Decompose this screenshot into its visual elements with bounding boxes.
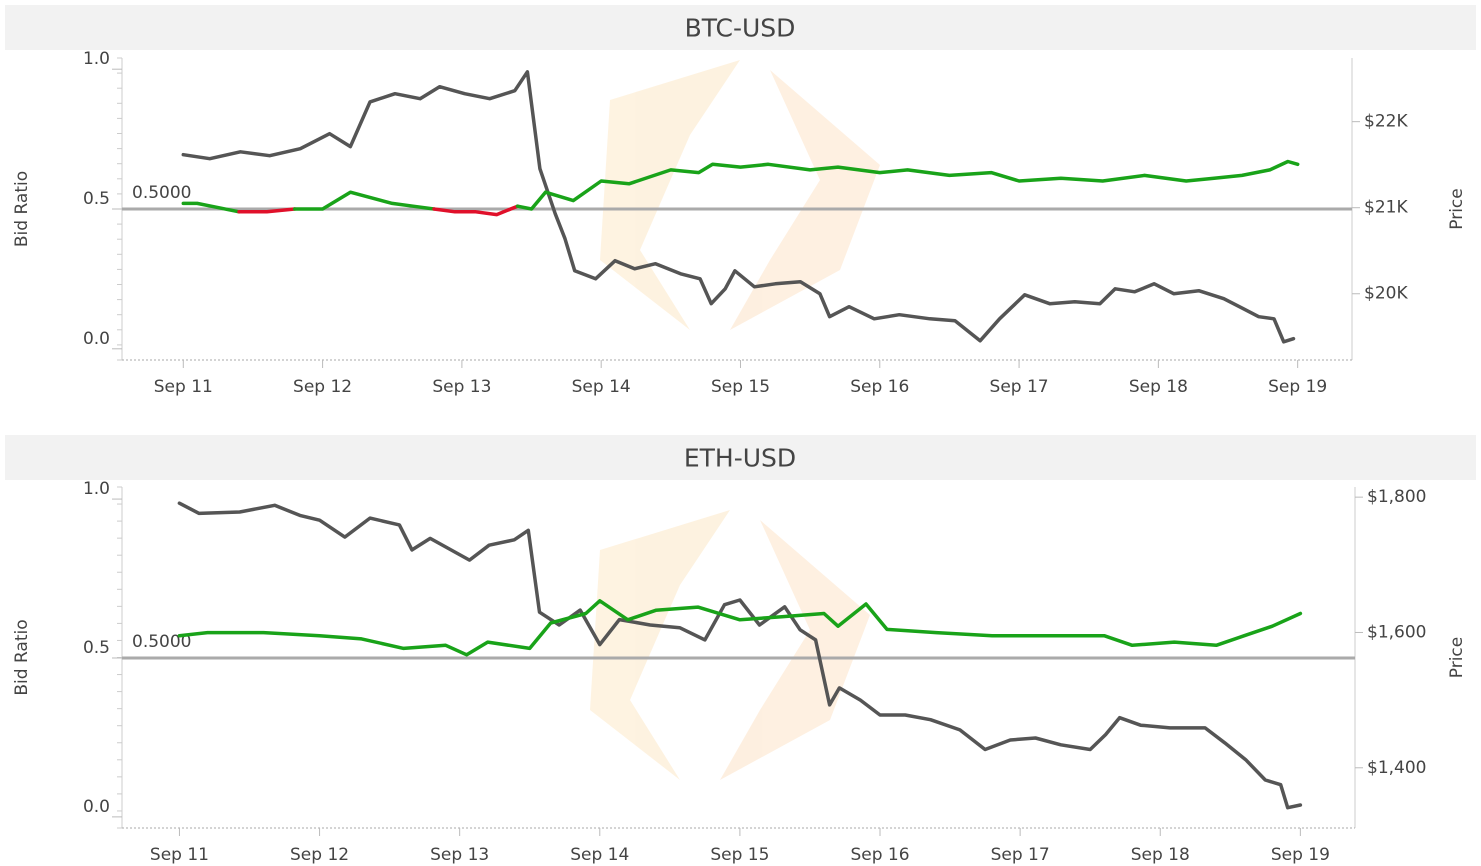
x-tick-label: Sep 12 — [293, 377, 352, 397]
chart-title: BTC-USD — [685, 14, 796, 43]
y-axis-title: Bid Ratio — [12, 171, 32, 247]
x-tick-label: Sep 11 — [150, 845, 209, 865]
y2-tick-label: $22K — [1364, 112, 1408, 132]
x-tick-label: Sep 16 — [850, 377, 909, 397]
series-line — [237, 207, 297, 214]
series-line — [181, 70, 1296, 344]
title-bar — [5, 435, 1476, 480]
y-tick-label: 1.0 — [83, 49, 110, 69]
y-tick-label: 0.0 — [83, 797, 110, 817]
x-tick-label: Sep 13 — [432, 377, 491, 397]
series-line — [181, 201, 241, 214]
y2-axis-title: Price — [1447, 188, 1467, 229]
x-tick-label: Sep 18 — [1129, 377, 1188, 397]
title-bar — [5, 5, 1476, 50]
y-tick-label: 1.0 — [83, 479, 110, 499]
x-tick-label: Sep 17 — [990, 377, 1049, 397]
y2-tick-label: $21K — [1364, 198, 1408, 218]
x-tick-label: Sep 13 — [430, 845, 489, 865]
y-tick-label: 0.5 — [83, 189, 110, 209]
x-tick-label: Sep 14 — [572, 377, 631, 397]
y2-tick-label: $1,800 — [1367, 487, 1426, 507]
watermark — [590, 60, 880, 780]
x-tick-label: Sep 18 — [1131, 845, 1190, 865]
y-tick-label: 0.5 — [83, 638, 110, 658]
x-tick-label: Sep 11 — [154, 377, 213, 397]
reference-label: 0.5000 — [132, 632, 191, 652]
y2-tick-label: $20K — [1364, 284, 1408, 304]
x-tick-label: Sep 17 — [991, 845, 1050, 865]
x-tick-label: Sep 16 — [850, 845, 909, 865]
x-tick-label: Sep 14 — [570, 845, 629, 865]
series-line — [292, 190, 436, 211]
series-line — [432, 204, 520, 217]
series-line — [515, 159, 1300, 211]
y2-tick-label: $1,600 — [1367, 622, 1426, 642]
series-line — [177, 599, 1303, 657]
reference-label: 0.5000 — [132, 183, 191, 203]
y-axis-title: Bid Ratio — [12, 619, 32, 695]
chart-title: ETH-USD — [684, 444, 796, 473]
x-tick-label: Sep 19 — [1268, 377, 1327, 397]
y2-tick-label: $1,400 — [1367, 758, 1426, 778]
x-tick-label: Sep 15 — [710, 845, 769, 865]
y2-axis-title: Price — [1447, 637, 1467, 678]
x-tick-label: Sep 15 — [711, 377, 770, 397]
y-tick-label: 0.0 — [83, 329, 110, 349]
x-tick-label: Sep 19 — [1271, 845, 1330, 865]
x-tick-label: Sep 12 — [290, 845, 349, 865]
